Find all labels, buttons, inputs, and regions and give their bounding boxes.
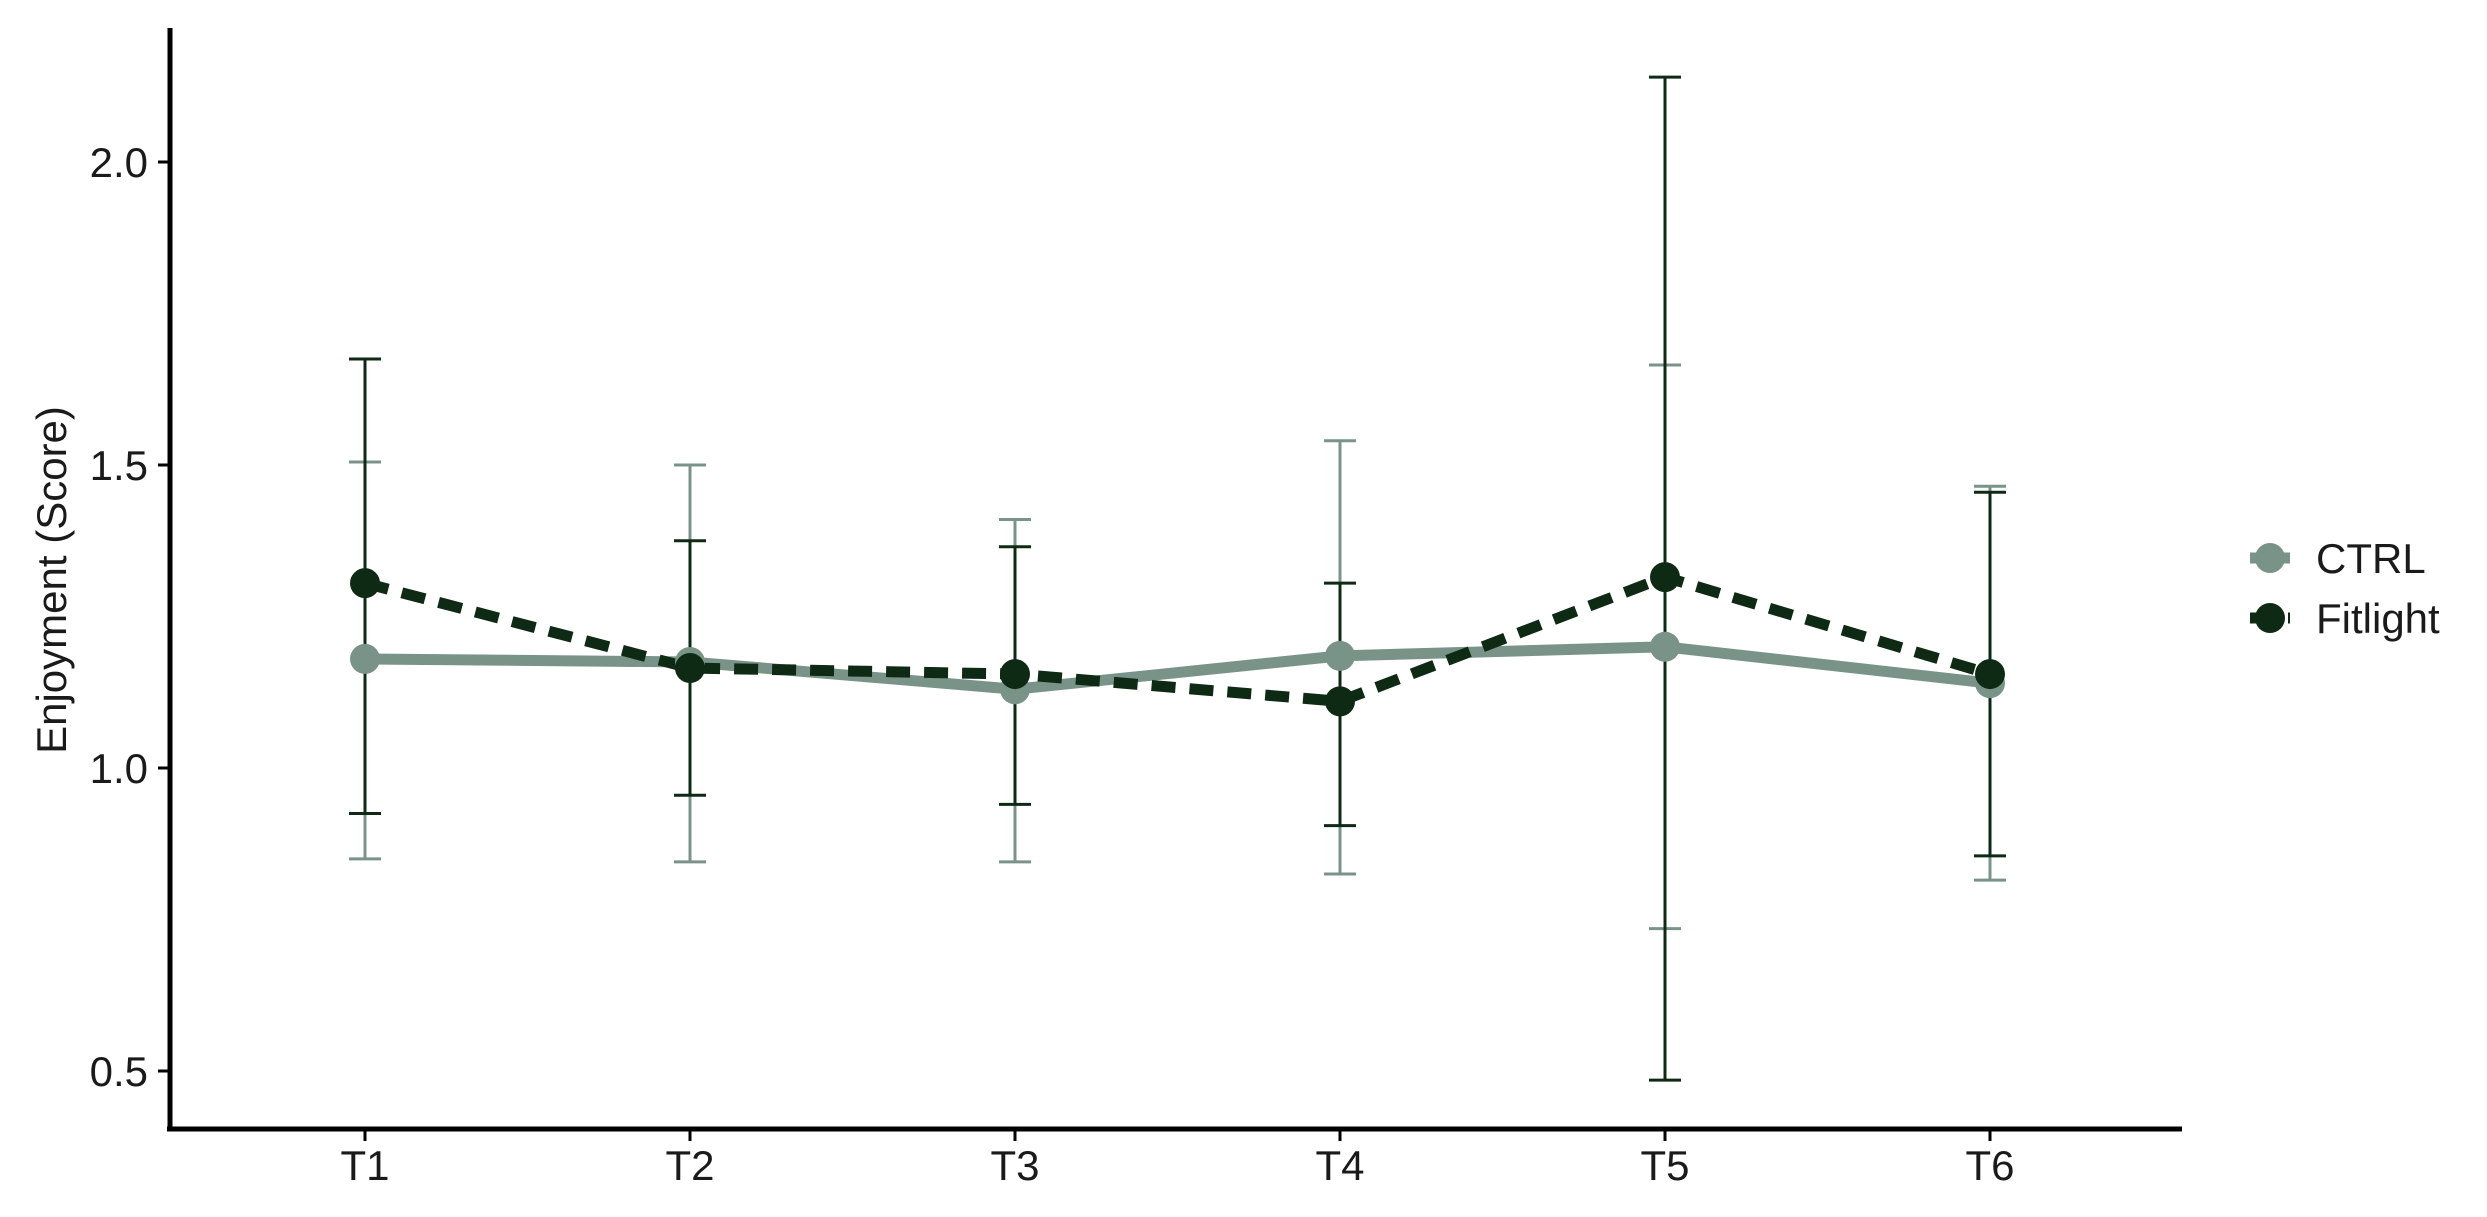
series-points [350, 562, 2005, 717]
legend-label-fitlight: Fitlight [2316, 595, 2440, 642]
data-point-fitlight [1650, 562, 1680, 593]
data-point-fitlight [675, 653, 705, 684]
legend: CTRL Fitlight [2250, 535, 2440, 642]
data-point-ctrl [1650, 631, 1680, 662]
x-tick-label: T3 [990, 1142, 1039, 1189]
y-tick-label: 2.0 [90, 139, 148, 186]
x-tick-label: T5 [1640, 1142, 1689, 1189]
error-bars [349, 75, 2006, 1082]
y-tick-label: 1.0 [90, 745, 148, 792]
series-line-fitlight [363, 571, 1992, 707]
series-line-ctrl [359, 641, 1996, 695]
y-tick-label: 0.5 [90, 1048, 148, 1095]
x-tick-label: T2 [665, 1142, 714, 1189]
y-tick-label: 1.5 [90, 442, 148, 489]
y-ticks: 0.5 1.0 1.5 2.0 [90, 139, 170, 1095]
x-tick-label: T1 [340, 1142, 389, 1189]
data-point-ctrl [350, 643, 380, 674]
x-ticks: T1 T2 T3 T4 T5 T6 [340, 1129, 2015, 1189]
x-tick-label: T4 [1315, 1142, 1364, 1189]
data-point-fitlight [1975, 659, 2005, 690]
data-point-fitlight [350, 568, 380, 599]
legend-swatch-point-ctrl [2255, 543, 2285, 573]
data-point-ctrl [1325, 640, 1355, 671]
legend-label-ctrl: CTRL [2316, 535, 2426, 582]
data-point-fitlight [1000, 659, 1030, 690]
y-axis-title: Enjoyment (Score) [28, 406, 75, 754]
series-lines [359, 571, 1996, 707]
axes [167, 28, 2182, 1132]
data-point-fitlight [1325, 686, 1355, 717]
legend-swatch-point-fitlight [2255, 603, 2285, 633]
x-tick-label: T6 [1965, 1142, 2014, 1189]
